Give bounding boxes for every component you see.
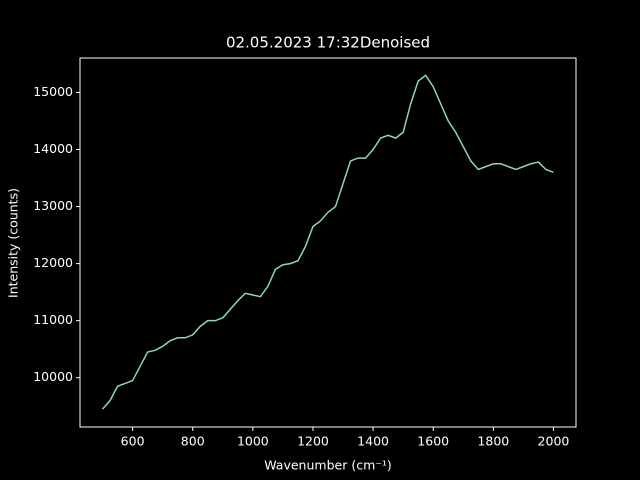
x-tick-label: 2000	[538, 434, 570, 449]
y-tick-label: 10000	[33, 369, 73, 384]
x-tick-label: 800	[181, 434, 205, 449]
x-tick-label: 1400	[357, 434, 389, 449]
x-tick-label: 1200	[297, 434, 329, 449]
x-tick-label: 600	[121, 434, 145, 449]
y-axis-label: Intensity (counts)	[6, 188, 21, 298]
data-line	[101, 74, 554, 410]
x-axis-label: Wavenumber (cm⁻¹)	[264, 458, 391, 473]
chart-title: 02.05.2023 17:32Denoised	[226, 34, 430, 52]
axes-frame	[79, 57, 577, 428]
y-tick-label: 12000	[33, 255, 73, 270]
y-tick-label: 14000	[33, 141, 73, 156]
y-tick-label: 13000	[33, 198, 73, 213]
y-tick-label: 15000	[33, 84, 73, 99]
x-tick-label: 1600	[417, 434, 449, 449]
y-tick-label: 11000	[33, 312, 73, 327]
x-tick-label: 1800	[477, 434, 509, 449]
x-tick-label: 1000	[237, 434, 269, 449]
